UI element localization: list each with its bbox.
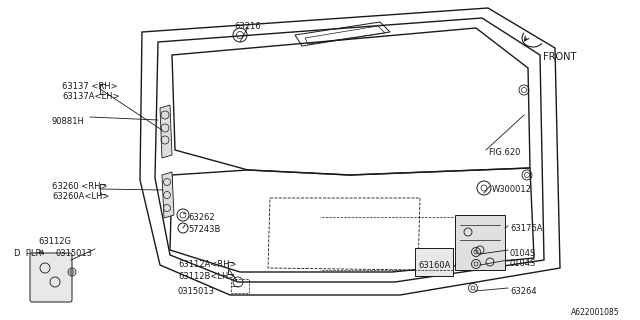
Text: 63137A<LH>: 63137A<LH> — [62, 92, 120, 101]
Text: 63160A: 63160A — [418, 261, 451, 270]
FancyBboxPatch shape — [455, 215, 505, 270]
FancyBboxPatch shape — [30, 253, 72, 302]
Text: 63137 <RH>: 63137 <RH> — [62, 82, 118, 91]
Text: 0315013: 0315013 — [55, 249, 92, 258]
Text: 63264: 63264 — [510, 287, 536, 296]
Text: D  PLR: D PLR — [14, 249, 42, 258]
Text: 90881H: 90881H — [52, 117, 85, 126]
Text: 0104S: 0104S — [510, 249, 536, 258]
Text: 63112B<LH>: 63112B<LH> — [178, 272, 236, 281]
Text: 63262: 63262 — [188, 213, 214, 222]
Text: 0315013: 0315013 — [178, 287, 215, 296]
Text: 0104S: 0104S — [510, 259, 536, 268]
FancyBboxPatch shape — [415, 248, 453, 276]
Text: 63260A<LH>: 63260A<LH> — [52, 192, 109, 201]
Text: 63112A<RH>: 63112A<RH> — [178, 260, 237, 269]
Text: 63176A: 63176A — [510, 224, 543, 233]
Text: A622001085: A622001085 — [572, 308, 620, 317]
Text: W300012: W300012 — [492, 185, 532, 194]
Text: FRONT: FRONT — [543, 52, 577, 62]
Text: 63260 <RH>: 63260 <RH> — [52, 182, 108, 191]
Text: 63216: 63216 — [235, 22, 261, 31]
Text: 57243B: 57243B — [188, 225, 220, 234]
Text: 63112G: 63112G — [38, 237, 71, 246]
Polygon shape — [160, 105, 172, 158]
Text: FIG.620: FIG.620 — [488, 148, 520, 157]
Polygon shape — [162, 172, 174, 218]
